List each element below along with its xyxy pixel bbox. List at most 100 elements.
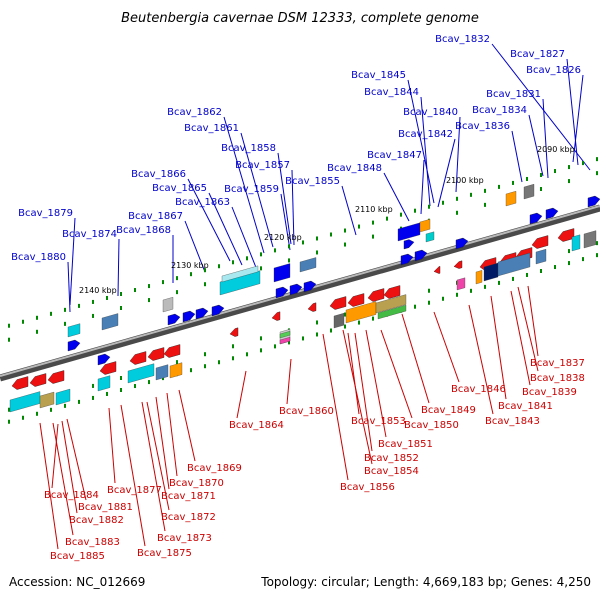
track-tick [106, 391, 108, 396]
scale-mark: 2130 kbp [171, 261, 209, 270]
track-tick [120, 306, 122, 310]
track-tick [316, 250, 318, 255]
leader-line [380, 329, 413, 419]
leader-line [146, 401, 170, 511]
gene-label-bcav-1882: Bcav_1882 [69, 515, 124, 526]
gene-label-bcav-1847: Bcav_1847 [367, 150, 422, 161]
track-tick [498, 184, 500, 189]
track-tick [190, 272, 192, 277]
gene-label-bcav-1884: Bcav_1884 [44, 490, 99, 501]
leader-line [67, 261, 71, 313]
gene-block [397, 222, 421, 242]
track-tick [582, 161, 584, 166]
leader-line [420, 96, 431, 207]
leader-line [365, 329, 387, 438]
forward-gene [414, 249, 428, 262]
gene-block [375, 294, 407, 314]
forward-gene [400, 253, 414, 266]
track-tick [344, 312, 346, 317]
track-tick [568, 261, 570, 266]
gene-label-bcav-1836: Bcav_1836 [455, 121, 510, 132]
reverse-gene [383, 285, 401, 299]
gene-label-bcav-1870: Bcav_1870 [169, 478, 224, 489]
track-tick [414, 304, 416, 309]
track-tick [232, 260, 234, 265]
length-value: 4,669,183 bp [423, 575, 503, 589]
gene-label-bcav-1848: Bcav_1848 [327, 163, 382, 174]
track-tick [260, 252, 262, 257]
forward-gene [67, 339, 81, 352]
leader-lines: Bcav_1832 Bcav_1827 Bcav_1826 Bcav_1845 Bcav… [11, 34, 591, 562]
leader-line [490, 295, 507, 400]
leader-line [291, 169, 295, 246]
track-tick [64, 307, 66, 312]
reverse-gene [147, 347, 165, 361]
leader-line [39, 422, 59, 550]
leader-line [166, 392, 178, 477]
track-tick [288, 258, 290, 263]
track-tick [442, 200, 444, 205]
track-tick [456, 210, 458, 215]
leader-line [51, 423, 59, 489]
track-tick [246, 352, 248, 357]
track-tick [36, 315, 38, 320]
track-tick [218, 360, 220, 365]
track-tick [232, 356, 234, 361]
leader-line [208, 192, 243, 266]
track-tick [162, 280, 164, 285]
track-tick [428, 288, 430, 293]
gene-label-bcav-1826: Bcav_1826 [526, 65, 581, 76]
gene-label-bcav-1856: Bcav_1856 [340, 482, 395, 493]
track-tick [372, 234, 374, 239]
reverse-gene [557, 228, 575, 242]
leader-line [437, 138, 456, 208]
track-tick [470, 192, 472, 197]
track-tick [92, 313, 94, 318]
track-tick [64, 321, 66, 326]
gene-label-bcav-1832: Bcav_1832 [435, 34, 490, 45]
track-tick [372, 316, 374, 321]
length-label: Length: [374, 575, 419, 589]
genes-label: Genes: [511, 575, 553, 589]
track-tick [204, 282, 206, 287]
gene-label-bcav-1834: Bcav_1834 [472, 105, 527, 116]
gene-label-bcav-1873: Bcav_1873 [157, 533, 212, 544]
track-tick [456, 196, 458, 201]
track-tick [442, 296, 444, 301]
track-tick [330, 232, 332, 237]
gene-block [535, 248, 547, 265]
gene-label-bcav-1849: Bcav_1849 [421, 405, 476, 416]
leader-line [420, 159, 425, 215]
leader-line [280, 193, 291, 251]
track-tick [134, 384, 136, 389]
leader-line [542, 98, 549, 179]
leader-line [184, 220, 206, 273]
track-tick [456, 292, 458, 297]
leader-line [187, 178, 231, 262]
gene-label-bcav-1852: Bcav_1852 [364, 453, 419, 464]
track-tick [526, 176, 528, 181]
gene-label-bcav-1880: Bcav_1880 [11, 252, 66, 263]
track-tick [260, 336, 262, 341]
track-tick [330, 328, 332, 333]
forward-gene [182, 310, 196, 323]
leader-line [108, 407, 116, 484]
gene-label-bcav-1846: Bcav_1846 [451, 384, 506, 395]
forward-gene [403, 239, 415, 250]
track-tick [512, 276, 514, 281]
track-tick [414, 208, 416, 213]
track-tick [372, 220, 374, 225]
track-tick [120, 292, 122, 296]
gene-label-bcav-1864: Bcav_1864 [229, 420, 284, 431]
track-tick [120, 376, 122, 380]
gene-block [55, 388, 71, 406]
reverse-gene [129, 351, 147, 365]
track-tick [428, 204, 430, 209]
topology-value: circular [321, 575, 365, 589]
gene-label-bcav-1881: Bcav_1881 [78, 502, 133, 513]
track-tick [582, 257, 584, 262]
gene-label-bcav-1845: Bcav_1845 [351, 70, 406, 81]
gene-label-bcav-1843: Bcav_1843 [485, 416, 540, 427]
leader-line [517, 286, 539, 372]
gene-label-bcav-1854: Bcav_1854 [364, 466, 419, 477]
